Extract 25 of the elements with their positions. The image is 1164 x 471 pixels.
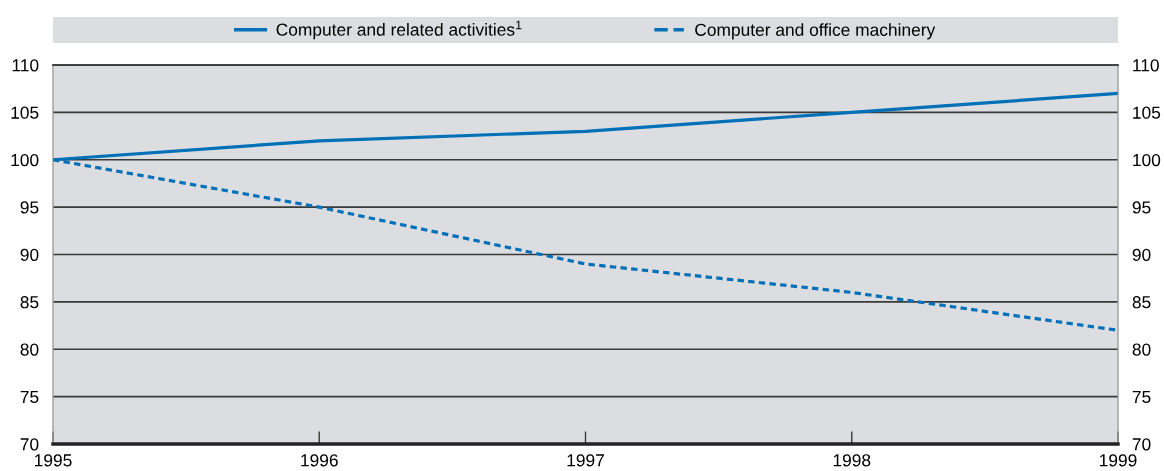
y-tick-label: 70 [20, 438, 39, 451]
legend-label: Computer and office machinery [695, 23, 936, 40]
y2-tick-label: 70 [1132, 438, 1151, 451]
x-tick-label: 1998 [833, 454, 871, 467]
y2-tick-label: 95 [1132, 201, 1151, 214]
y2-tick-label: 75 [1132, 390, 1151, 404]
y-tick-label: 75 [20, 390, 39, 404]
y2-tick-label: 105 [1133, 106, 1161, 119]
x-tick-label: 1999 [1100, 454, 1137, 467]
y-tick-label: 100 [11, 153, 39, 167]
y-tick-label: 90 [20, 248, 39, 261]
x-tick-label: 1995 [35, 454, 72, 467]
y2-tick-label: 80 [1132, 343, 1151, 356]
legend-label: Computer and related activities$^{1}$ [276, 20, 522, 40]
y-tick-label: 95 [20, 201, 39, 214]
y2-tick-label: 100 [1133, 153, 1161, 167]
y-tick-label: 105 [11, 106, 39, 119]
y2-tick-label: 85 [1132, 296, 1151, 309]
y-tick-label: 110 [12, 59, 39, 72]
y2-tick-label: 90 [1132, 248, 1151, 261]
x-tick-label: 1996 [301, 454, 338, 467]
y-tick-label: 80 [20, 343, 39, 356]
x-tick-label: 1997 [567, 454, 604, 467]
y2-tick-label: 110 [1133, 59, 1159, 72]
y-tick-label: 85 [20, 296, 39, 309]
